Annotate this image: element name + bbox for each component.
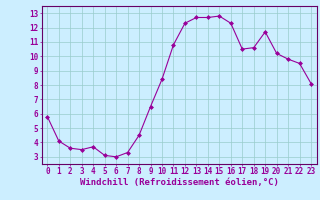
X-axis label: Windchill (Refroidissement éolien,°C): Windchill (Refroidissement éolien,°C): [80, 178, 279, 187]
